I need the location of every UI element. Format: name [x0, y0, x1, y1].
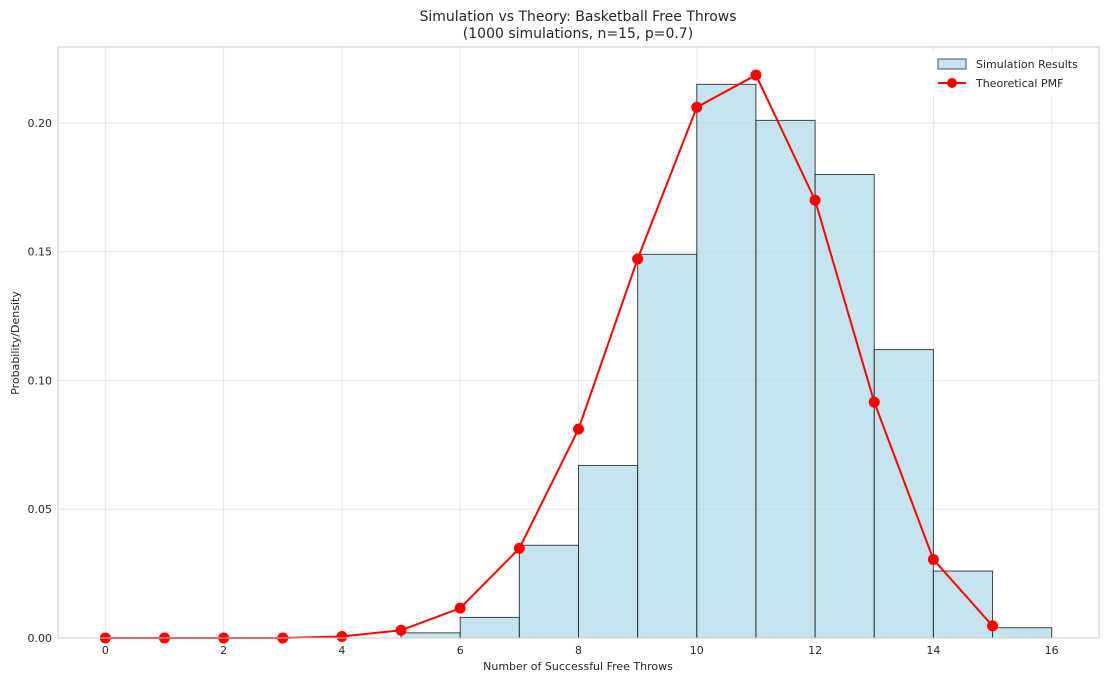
y-tick-label: 0.00	[28, 632, 53, 645]
pmf-point	[454, 602, 466, 614]
y-tick-label: 0.10	[28, 374, 53, 387]
legend-swatch-histogram	[937, 58, 967, 70]
histogram-bar	[814, 173, 875, 639]
y-tick-label: 0.15	[28, 246, 53, 259]
x-tick-label: 16	[1045, 644, 1059, 657]
histogram-bar	[696, 83, 757, 639]
pmf-point	[513, 542, 525, 554]
x-tick-label: 12	[808, 644, 822, 657]
x-tick-label: 4	[338, 644, 345, 657]
pmf-point	[395, 624, 407, 636]
histogram-bar	[932, 570, 994, 639]
legend: Simulation Results Theoretical PMF	[930, 52, 1092, 96]
x-tick-label: 8	[575, 644, 582, 657]
pmf-point	[809, 194, 821, 206]
y-tick-label: 0.20	[28, 117, 53, 130]
histogram-bars	[400, 83, 1053, 639]
pmf-point	[750, 69, 762, 81]
histogram-bar	[578, 464, 639, 639]
pmf-point	[336, 630, 348, 642]
legend-label-histogram: Simulation Results	[976, 58, 1078, 71]
pmf-point	[868, 396, 880, 408]
tick-labels: 0 2 4 6 8 10 12 14 16 0.00 0.05 0.10 0.15 0.20	[28, 117, 1059, 657]
legend-swatch-marker	[947, 78, 957, 88]
histogram-bar	[637, 253, 698, 639]
legend-label-line: Theoretical PMF	[975, 77, 1063, 90]
x-axis-label: Number of Successful Free Throws	[483, 660, 673, 673]
histogram-bar	[755, 119, 816, 639]
histogram-bar	[992, 627, 1053, 639]
x-tick-label: 2	[220, 644, 227, 657]
y-tick-label: 0.05	[28, 503, 53, 516]
x-tick-label: 10	[690, 644, 704, 657]
pmf-point	[691, 101, 703, 113]
chart-title-line2: (1000 simulations, n=15, p=0.7)	[463, 26, 693, 42]
histogram-bar	[518, 544, 580, 639]
pmf-point	[987, 620, 999, 632]
pmf-point	[927, 553, 939, 565]
pmf-point	[632, 253, 644, 265]
plot-frame	[57, 46, 1100, 639]
pmf-point	[573, 423, 584, 435]
x-tick-label: 14	[926, 644, 940, 657]
x-tick-label: 0	[102, 644, 109, 657]
histogram-bar	[873, 349, 934, 639]
chart-title-line1: Simulation vs Theory: Basketball Free Th…	[419, 9, 736, 25]
histogram-bar	[459, 616, 520, 639]
histogram-bar	[400, 632, 461, 639]
y-axis-label: Probability/Density	[9, 291, 22, 395]
x-tick-label: 6	[457, 644, 464, 657]
